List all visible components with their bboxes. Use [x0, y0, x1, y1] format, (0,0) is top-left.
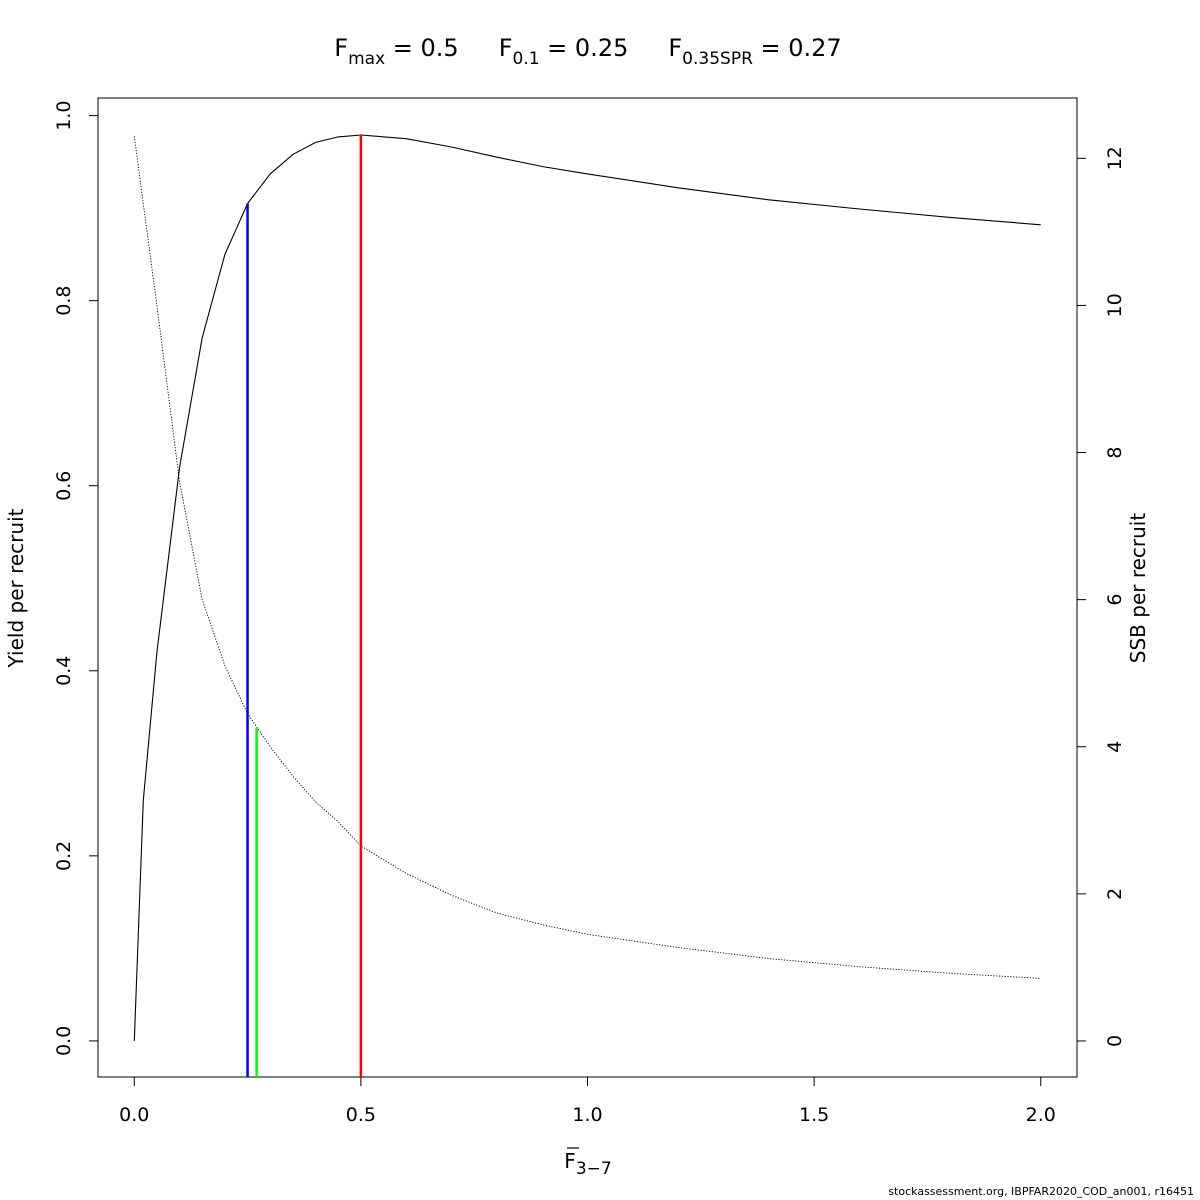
- ssb-per-recruit-curve: [133, 136, 1041, 979]
- x-axis: 0.0 0.5 1.0 1.5 2.0: [119, 1077, 1056, 1126]
- y2-tick-label: 8: [1104, 446, 1126, 458]
- y-tick-label: 0.0: [53, 1026, 75, 1056]
- y-tick-label: 1.0: [53, 100, 75, 130]
- y2-tick-label: 4: [1104, 741, 1126, 753]
- x-tick-label: 0.0: [119, 1104, 149, 1126]
- y2-tick-label: 2: [1104, 888, 1126, 900]
- y-tick-label: 0.6: [53, 471, 75, 501]
- y2-tick-label: 0: [1104, 1035, 1126, 1047]
- y2-tick-label: 12: [1104, 146, 1126, 170]
- yield-per-recruit-curve: [133, 134, 1041, 1041]
- title-value: = 0.27: [753, 34, 842, 62]
- title-subscript: 0.1: [513, 49, 540, 69]
- title-value: = 0.25: [540, 34, 629, 62]
- x-tick-label: 1.0: [572, 1104, 602, 1126]
- title-value: = 0.5: [385, 34, 459, 62]
- title-subscript: max: [348, 49, 385, 69]
- y-tick-label: 0.8: [53, 286, 75, 316]
- x-axis-label: F3−7: [564, 1149, 611, 1179]
- x-label-main: F: [564, 1149, 576, 1173]
- title-part: F: [499, 34, 513, 62]
- x-label-subscript: 3−7: [576, 1159, 612, 1179]
- chart-title: Fmax = 0.5 F0.1 = 0.25 F0.35SPR = 0.27: [334, 34, 841, 69]
- title-part: F: [334, 34, 348, 62]
- x-tick-label: 2.0: [1026, 1104, 1056, 1126]
- y2-tick-label: 6: [1104, 594, 1126, 606]
- source-footer: stockassessment.org, IBPFAR2020_COD_an00…: [888, 1185, 1194, 1198]
- x-tick-label: 0.5: [346, 1104, 376, 1126]
- title-part: F: [668, 34, 682, 62]
- title-subscript: 0.35SPR: [682, 49, 753, 69]
- y2-axis-label: SSB per recruit: [1126, 513, 1150, 664]
- y-axis-label: Yield per recruit: [4, 508, 28, 668]
- y-axis-left: 0.0 0.2 0.4 0.6 0.8 1.0: [53, 100, 98, 1056]
- y-tick-label: 0.4: [53, 656, 75, 686]
- y-axis-right: 0 2 4 6 8 10 12: [1077, 146, 1126, 1047]
- y-tick-label: 0.2: [53, 841, 75, 871]
- series-layer: [133, 134, 1041, 1041]
- plot-frame: [97, 97, 1078, 1078]
- reference-lines: [246, 135, 363, 1077]
- x-tick-label: 1.5: [799, 1104, 829, 1126]
- y2-tick-label: 10: [1104, 293, 1126, 317]
